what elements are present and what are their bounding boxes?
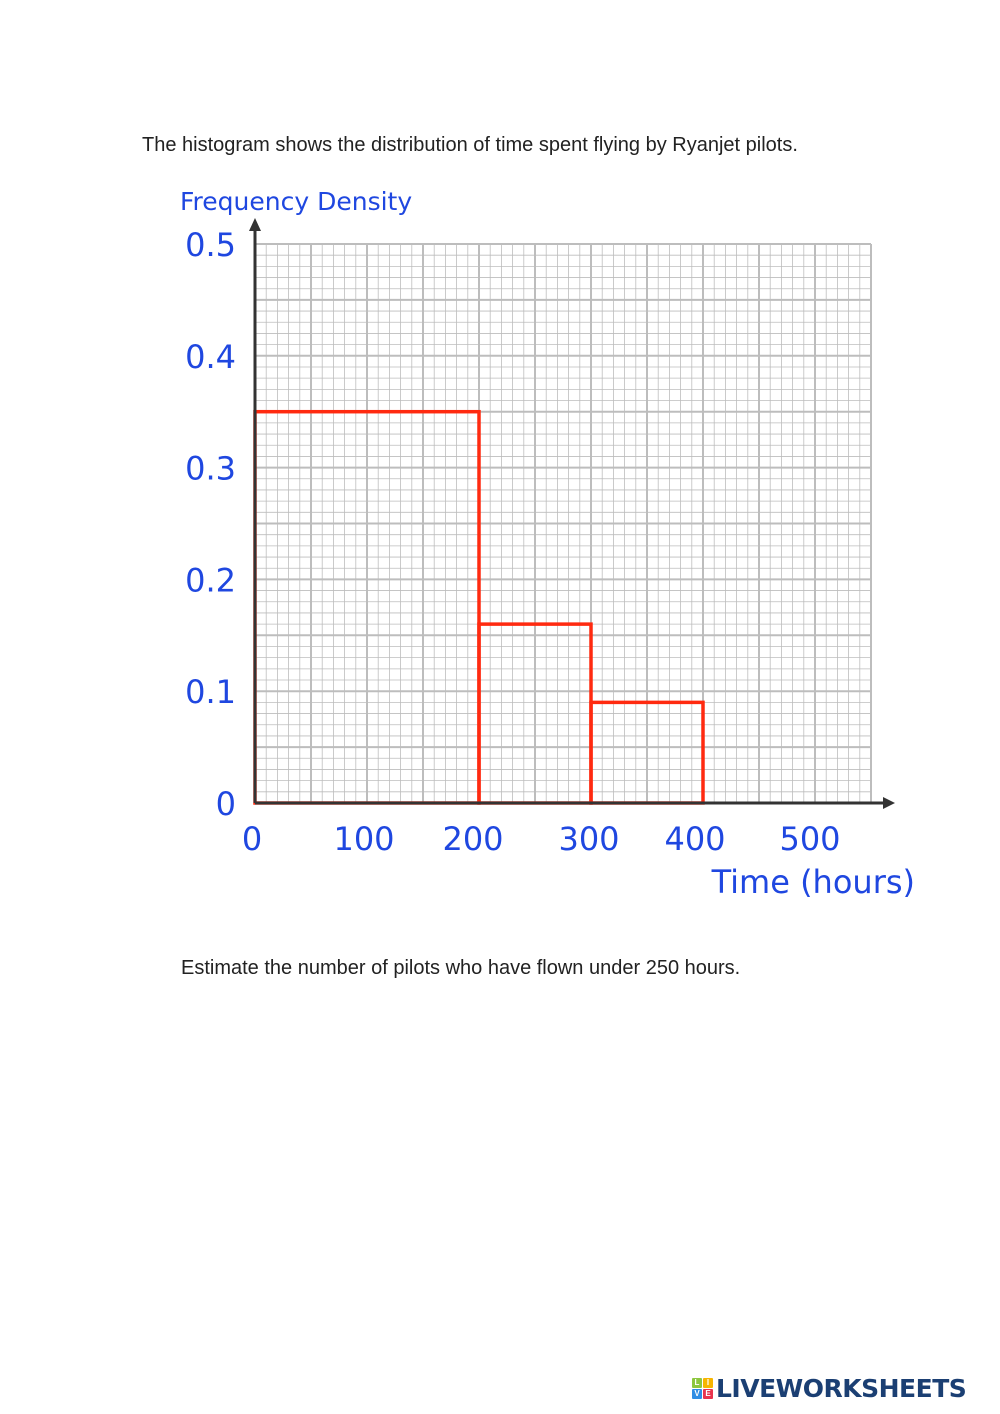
x-tick-label: 200 <box>442 820 503 858</box>
question-intro: The histogram shows the distribution of … <box>142 134 798 156</box>
x-tick-label: 100 <box>333 820 394 858</box>
x-tick-label: 300 <box>558 820 619 858</box>
x-tick-label: 0 <box>242 820 262 858</box>
x-tick-label: 400 <box>664 820 725 858</box>
logo-tile: L <box>692 1378 702 1388</box>
x-tick-label: 500 <box>779 820 840 858</box>
y-tick-label: 0.1 <box>185 673 236 711</box>
histogram-chart: 0 100 200 300 400 500 0 0.1 0.2 0.3 0.4 0.5 Time (ho… <box>180 187 915 901</box>
logo-tile: E <box>703 1389 713 1399</box>
y-tick-label: 0.2 <box>185 561 236 599</box>
y-axis-arrow-icon <box>249 218 261 231</box>
x-axis-arrow-icon <box>883 797 895 809</box>
logo-tile: V <box>692 1389 702 1399</box>
x-axis-label: Time (hours) <box>711 863 915 901</box>
logo-tiles: L I V E <box>692 1378 713 1399</box>
liveworksheets-logo: L I V E LIVEWORKSHEETS <box>692 1374 967 1403</box>
y-axis-label: Frequency Density <box>180 187 412 216</box>
y-tick-label: 0.3 <box>185 450 236 488</box>
question-prompt: Estimate the number of pilots who have f… <box>181 957 741 979</box>
y-tick-label: 0.4 <box>185 338 236 376</box>
logo-text: LIVEWORKSHEETS <box>716 1374 967 1403</box>
logo-tile: I <box>703 1378 713 1388</box>
y-tick-label: 0 <box>216 785 236 823</box>
y-tick-label: 0.5 <box>185 226 236 264</box>
